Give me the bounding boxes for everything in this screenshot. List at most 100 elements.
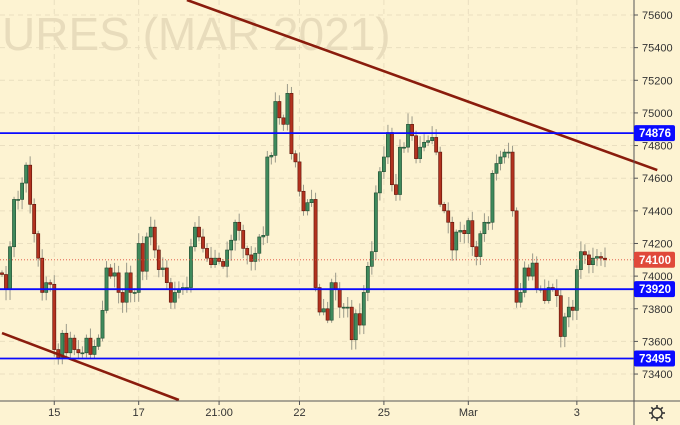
candle-up	[373, 192, 378, 252]
candle-up	[418, 146, 422, 159]
candle-down	[317, 287, 322, 313]
candle-up	[309, 199, 314, 203]
candle-down	[0, 272, 4, 275]
candle-up	[494, 163, 499, 174]
candle-up	[213, 257, 217, 265]
price-badge	[634, 125, 675, 142]
candle-up	[24, 164, 29, 184]
candle-down	[28, 164, 33, 205]
candle-up	[321, 308, 326, 313]
candle-up	[16, 199, 20, 201]
x-tick-label: 21:00	[205, 407, 233, 419]
y-tick-label: 75600	[642, 10, 673, 22]
candle-up	[506, 151, 511, 154]
candle-down	[450, 221, 455, 251]
price-badge-label: 74876	[639, 128, 671, 140]
candle-up	[530, 262, 535, 277]
x-tick-label: 17	[133, 407, 145, 419]
candle-up	[253, 252, 258, 262]
candle-down	[281, 117, 286, 125]
price-badges: 74876 73920 73495 74100	[634, 125, 675, 367]
y-tick-label: 73800	[642, 304, 673, 316]
candle-up	[92, 345, 97, 355]
candle-down	[554, 288, 559, 297]
candle-up	[402, 146, 406, 149]
candle-up	[486, 221, 491, 224]
candle-down	[394, 184, 398, 195]
candle-down	[164, 267, 169, 283]
x-tick-label: Mar	[459, 407, 478, 419]
candle-down	[542, 288, 547, 301]
candle-down	[277, 101, 282, 119]
candle-down	[325, 308, 330, 321]
candle-down	[434, 137, 439, 153]
candle-down	[241, 230, 246, 249]
y-tick-label: 75000	[642, 108, 673, 120]
candle-up	[100, 310, 105, 339]
candle-down	[205, 248, 209, 259]
candle-up	[381, 156, 386, 172]
candle-up	[12, 199, 16, 248]
candle-up	[345, 306, 350, 309]
candle-down	[249, 254, 254, 262]
time-axis[interactable]: 15 17 21:00 22 25 Mar 3	[48, 401, 580, 419]
candle-down	[470, 220, 475, 248]
candle-up	[502, 151, 507, 158]
candle-up	[522, 267, 527, 293]
price-badge-label: 73495	[639, 354, 672, 366]
candle-up	[124, 272, 129, 303]
price-badge-label: 74100	[639, 255, 671, 267]
candle-up	[518, 292, 523, 303]
candle-down	[357, 313, 362, 326]
candle-up	[562, 316, 567, 337]
candle-up	[8, 246, 12, 290]
candle-up	[285, 93, 290, 125]
x-tick-label: 25	[378, 407, 390, 419]
candle-down	[337, 288, 342, 308]
candle-down	[201, 236, 205, 249]
candle-up	[233, 221, 238, 241]
candle-down	[48, 282, 53, 285]
candle-down	[526, 267, 531, 277]
price-axis[interactable]: 75600 75400 75200 75000 74800 74600 74400 74200…	[634, 10, 673, 381]
candle-down	[414, 135, 418, 159]
x-tick-label: 22	[293, 407, 305, 419]
trend-line[interactable]	[1, 331, 180, 402]
price-badge	[634, 350, 675, 367]
candle-down	[128, 272, 133, 293]
candle-up	[406, 124, 410, 148]
y-tick-label: 74200	[642, 238, 673, 250]
candle-down	[221, 261, 226, 267]
candle-up	[566, 306, 571, 318]
candle-down	[313, 199, 318, 288]
y-tick-label: 74000	[642, 271, 673, 283]
candle-up	[377, 171, 382, 194]
candle-up	[341, 306, 346, 309]
candle-down	[116, 272, 121, 293]
candle-up	[96, 337, 101, 347]
candle-down	[72, 337, 77, 350]
drawings[interactable]	[0, 0, 658, 402]
candle-up	[132, 292, 137, 294]
trend-line[interactable]	[186, 0, 658, 172]
candle-up	[365, 266, 370, 293]
candles	[0, 84, 607, 365]
gear-icon[interactable]	[649, 405, 665, 421]
candle-up	[68, 337, 73, 354]
y-tick-label: 74400	[642, 206, 673, 218]
candle-up	[44, 282, 49, 293]
candle-down	[297, 161, 302, 192]
candle-down	[32, 204, 37, 234]
candle-up	[454, 231, 459, 251]
candle-down	[245, 248, 250, 256]
y-tick-label: 73600	[642, 336, 673, 348]
candle-down	[599, 256, 603, 259]
candle-down	[4, 274, 8, 290]
candle-up	[426, 140, 431, 143]
candle-down	[510, 151, 515, 212]
candle-up	[261, 235, 266, 238]
candle-up	[430, 137, 435, 141]
candle-down	[410, 124, 414, 137]
candle-down	[156, 249, 161, 270]
